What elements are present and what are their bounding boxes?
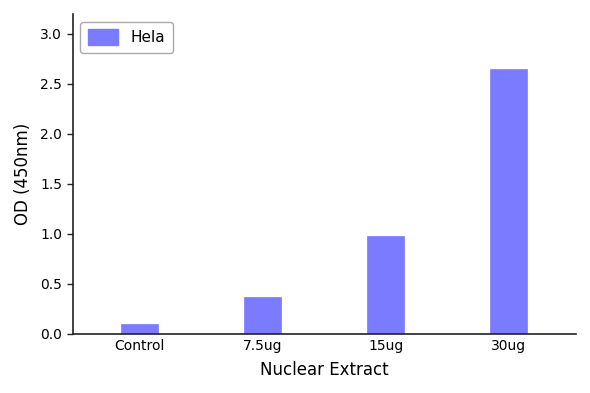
Bar: [490, 69, 527, 334]
Bar: [122, 324, 158, 334]
Y-axis label: OD (450nm): OD (450nm): [14, 123, 32, 225]
X-axis label: Nuclear Extract: Nuclear Extract: [260, 361, 389, 379]
Legend: Hela: Hela: [80, 22, 173, 53]
Bar: [368, 236, 404, 334]
Bar: [244, 297, 281, 334]
